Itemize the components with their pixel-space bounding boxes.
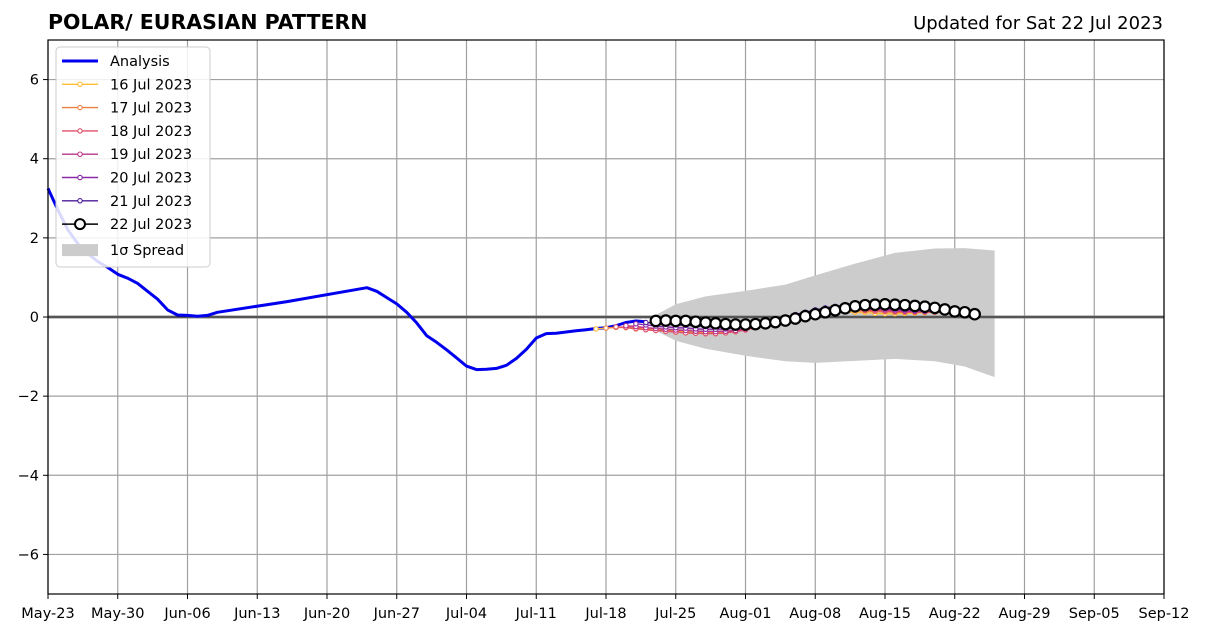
forecast-point bbox=[948, 305, 962, 318]
forecast-point bbox=[888, 298, 902, 312]
x-tick-label: Jul-25 bbox=[654, 606, 696, 622]
y-tick-label: −2 bbox=[18, 389, 39, 405]
forecast-point bbox=[828, 303, 842, 317]
legend-forecast-label: 17 Jul 2023 bbox=[110, 101, 192, 117]
forecast-series bbox=[649, 298, 981, 331]
forecast-point bbox=[858, 298, 872, 312]
x-tick-label: Aug-01 bbox=[720, 606, 772, 622]
legend-forecast-marker bbox=[77, 198, 83, 204]
forecast-point bbox=[898, 298, 912, 312]
y-tick-label: 6 bbox=[30, 73, 39, 89]
forecast-point bbox=[649, 314, 663, 328]
forecast-point bbox=[818, 305, 832, 319]
legend-spread-label: 1σ Spread bbox=[110, 243, 184, 259]
legend-box bbox=[55, 46, 211, 268]
y-tick-label: 0 bbox=[30, 310, 39, 326]
x-tick-label: Jun-06 bbox=[163, 606, 210, 622]
forecast-point bbox=[868, 298, 882, 312]
forecast-point bbox=[669, 314, 683, 328]
forecast-point bbox=[593, 326, 599, 332]
forecast-point bbox=[709, 317, 722, 330]
forecast-point bbox=[679, 314, 693, 328]
forecast-point bbox=[928, 301, 942, 315]
forecast-point bbox=[798, 309, 812, 323]
legend-spread-swatch bbox=[62, 244, 98, 257]
analysis-line bbox=[46, 187, 647, 372]
y-tick-label: −4 bbox=[18, 468, 39, 484]
legend-forecast-marker bbox=[77, 174, 83, 181]
legend-forecast-label: 19 Jul 2023 bbox=[110, 147, 192, 163]
forecast-layer bbox=[593, 298, 981, 337]
legend-forecast-label: 21 Jul 2023 bbox=[110, 194, 192, 210]
chart-subtitle: Updated for Sat 22 Jul 2023 bbox=[913, 13, 1163, 34]
legend-forecast-marker bbox=[77, 151, 83, 157]
legend-forecast-label: 18 Jul 2023 bbox=[110, 124, 192, 140]
forecast-point bbox=[623, 322, 629, 329]
x-tick-label: Aug-08 bbox=[789, 606, 841, 622]
forecast-point bbox=[808, 307, 822, 321]
forecast-point bbox=[633, 320, 639, 327]
y-tick-label: 4 bbox=[30, 152, 39, 168]
forecast-point bbox=[659, 314, 673, 327]
legend-forecast-label: 20 Jul 2023 bbox=[110, 171, 192, 187]
legend-forecast-label: 16 Jul 2023 bbox=[110, 77, 192, 93]
chart-title: POLAR/ EURASIAN PATTERN bbox=[48, 10, 367, 34]
forecast-point bbox=[938, 303, 952, 316]
forecast-point bbox=[613, 324, 619, 330]
forecast-point bbox=[769, 315, 782, 329]
x-tick-label: Aug-15 bbox=[859, 606, 911, 622]
forecast-point bbox=[958, 305, 972, 319]
legend: Analysis 16 Jul 2023 17 Jul 2023 18 Jul 202… bbox=[55, 46, 211, 268]
forecast-point bbox=[643, 319, 649, 326]
legend-analysis-label: Analysis bbox=[110, 54, 170, 70]
x-tick-label: Sep-12 bbox=[1138, 606, 1189, 622]
forecast-point bbox=[968, 307, 981, 321]
forecast-point bbox=[848, 300, 862, 313]
y-tick-label: −6 bbox=[18, 547, 39, 563]
forecast-point bbox=[739, 318, 752, 331]
forecast-point bbox=[749, 317, 762, 331]
x-tick-label: Aug-29 bbox=[999, 606, 1051, 622]
legend-forecast-marker bbox=[77, 104, 83, 111]
x-tick-label: May-23 bbox=[21, 606, 74, 622]
forecast-point bbox=[689, 315, 702, 329]
legend-forecast-marker bbox=[77, 81, 83, 88]
x-tick-label: May-30 bbox=[91, 606, 144, 622]
forecast-point bbox=[878, 298, 892, 311]
axis-layer: May-23 May-30 Jun-06 Jun-13 Jun-20 Jun-27 Jul-… bbox=[18, 39, 1190, 622]
legend-forecast-label: 22 Jul 2023 bbox=[110, 217, 192, 233]
y-tick-label: 2 bbox=[30, 231, 39, 247]
x-tick-label: Jul-18 bbox=[584, 606, 626, 622]
forecast-point bbox=[699, 316, 712, 329]
x-tick-label: Jul-11 bbox=[515, 606, 557, 622]
forecast-point bbox=[779, 314, 792, 327]
legend-forecast-marker bbox=[74, 218, 86, 231]
forecast-point bbox=[603, 325, 609, 331]
analysis-layer bbox=[46, 187, 647, 372]
forecast-point bbox=[918, 300, 932, 314]
plot-frame bbox=[47, 39, 1165, 595]
legend-forecast-marker bbox=[77, 128, 83, 134]
forecast-point bbox=[759, 317, 772, 330]
x-tick-label: Jun-27 bbox=[373, 606, 420, 622]
x-tick-label: Sep-05 bbox=[1069, 606, 1120, 622]
x-tick-label: Jul-04 bbox=[445, 606, 487, 622]
x-tick-label: Aug-22 bbox=[929, 606, 981, 622]
x-tick-label: Jun-20 bbox=[303, 606, 350, 622]
forecast-point bbox=[838, 301, 852, 315]
forecast-point bbox=[729, 318, 742, 331]
x-tick-label: Jun-13 bbox=[233, 606, 280, 622]
forecast-point bbox=[908, 299, 922, 313]
forecast-point bbox=[719, 317, 732, 331]
forecast-point bbox=[789, 312, 802, 325]
